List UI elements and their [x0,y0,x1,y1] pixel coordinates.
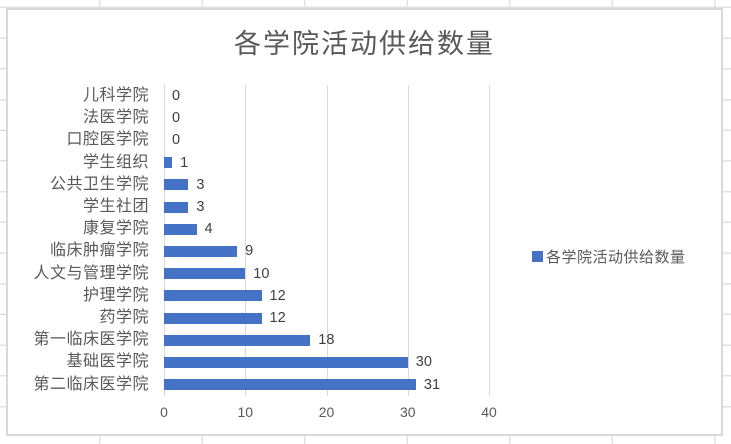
category-label: 基础医学院 [66,353,149,371]
plot-area[interactable]: 儿科学院 0 法医学院 0 口腔医学院 0 学生组织 1 公共卫生学院 3 学生社团 3 康复学院 4 临床… [8,10,721,434]
data-value-label: 10 [253,265,270,282]
bar[interactable] [164,223,197,235]
data-value-label: 30 [415,354,432,371]
data-value-label: 3 [196,176,205,193]
bar[interactable] [164,179,189,191]
category-label: 口腔医学院 [66,131,149,149]
data-value-label: 0 [172,132,181,149]
data-value-label: 4 [204,221,213,238]
bar[interactable] [164,157,173,169]
category-label: 药学院 [99,309,149,326]
category-label: 护理学院 [82,286,149,304]
bar[interactable] [164,201,189,213]
bar[interactable] [164,334,311,346]
x-axis-tick-label: 20 [318,403,335,420]
gridline [326,85,328,396]
bar[interactable] [164,312,262,324]
bar[interactable] [164,268,246,280]
gridline [489,85,490,396]
category-label: 儿科学院 [82,87,149,104]
category-label: 学生社团 [82,198,149,215]
category-label: 学生组织 [82,153,149,171]
x-axis-tick-label: 10 [237,403,254,420]
category-label: 法医学院 [82,109,149,127]
x-axis-tick-label: 40 [481,403,497,420]
data-value-label: 0 [172,88,181,104]
chart-object[interactable]: 各学院活动供给数量 儿科学院 0 法医学院 0 口腔医学院 0 学生组织 1 公共卫生学院 3 学生… [6,8,723,436]
data-value-label: 9 [245,243,254,260]
chart-title[interactable]: 各学院活动供给数量 [234,29,495,59]
category-label: 公共卫生学院 [49,175,149,193]
data-value-label: 18 [318,332,335,349]
data-value-label: 3 [196,199,205,215]
x-axis-tick-label: 0 [160,403,168,420]
bar[interactable] [164,290,262,302]
category-label: 第一临床医学院 [33,331,149,349]
data-value-label: 12 [269,310,286,326]
category-label: 第二临床医学院 [33,375,149,393]
bar[interactable] [164,379,416,391]
gridline [407,85,409,396]
category-label: 康复学院 [82,220,149,238]
data-value-label: 1 [180,154,189,171]
legend-series-label: 各学院活动供给数量 [546,249,686,266]
bar[interactable] [164,357,408,368]
data-value-label: 31 [423,376,441,393]
gridline [245,85,247,396]
bar[interactable] [164,246,238,257]
data-value-label: 12 [269,287,286,304]
x-axis-tick-label: 30 [399,403,416,420]
legend-color-swatch [532,251,543,262]
data-value-label: 0 [172,110,181,127]
legend[interactable]: 各学院活动供给数量 [532,246,686,267]
category-label: 人文与管理学院 [33,264,149,282]
category-axis-line [164,85,165,396]
category-label: 临床肿瘤学院 [49,242,149,260]
